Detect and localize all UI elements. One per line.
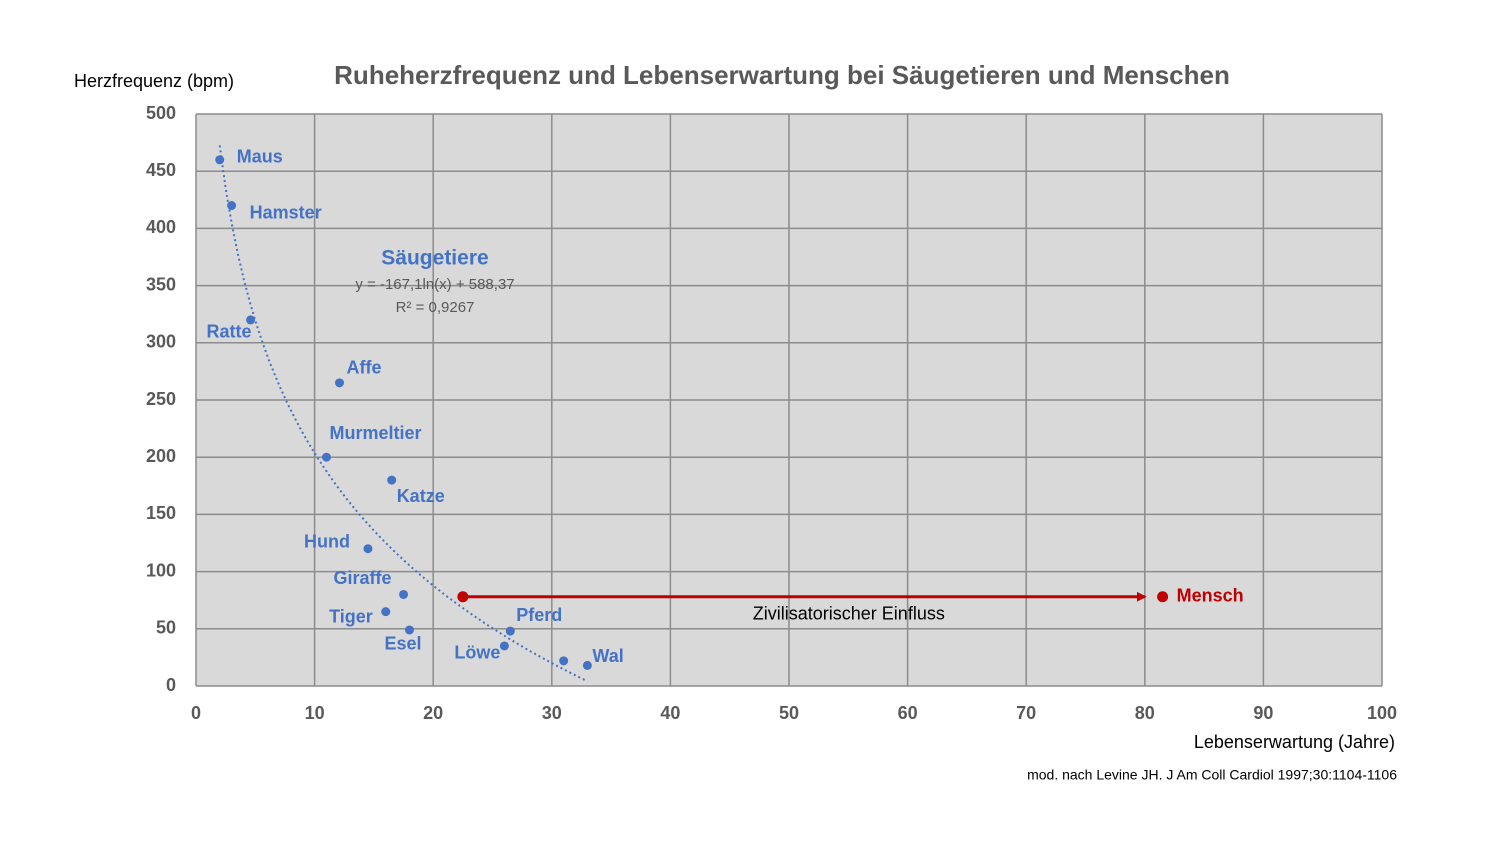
point-label: Hamster: [250, 202, 322, 222]
trend-r2: R² = 0,9267: [396, 299, 475, 316]
x-tick-label: 90: [1253, 703, 1273, 723]
x-tick-label: 70: [1016, 703, 1036, 723]
x-tick-label: 10: [305, 703, 325, 723]
point: [387, 475, 397, 485]
y-tick-label: 100: [146, 560, 176, 580]
y-tick-label: 450: [146, 160, 176, 180]
x-tick-label: 50: [779, 703, 799, 723]
x-tick-label: 0: [191, 703, 201, 723]
point: [499, 641, 509, 651]
trend-equation: y = -167,1ln(x) + 588,37: [355, 276, 514, 293]
point-label: Giraffe: [334, 568, 392, 588]
x-tick-label: 60: [898, 703, 918, 723]
point: [246, 315, 256, 325]
point-label: Murmeltier: [329, 423, 421, 443]
point: [363, 544, 373, 554]
point: [399, 589, 409, 599]
point: [335, 378, 345, 388]
x-tick-label: 80: [1135, 703, 1155, 723]
point: [381, 607, 391, 617]
series-label: Säugetiere: [381, 247, 488, 270]
y-tick-label: 150: [146, 503, 176, 523]
point-label: Pferd: [516, 605, 562, 625]
point: [582, 660, 592, 670]
point: [505, 626, 515, 636]
point-label: Löwe: [454, 643, 500, 663]
y-tick-label: 0: [166, 675, 176, 695]
y-tick-label: 400: [146, 217, 176, 237]
point-label: Esel: [384, 634, 421, 654]
point: [404, 625, 414, 635]
y-tick-label: 300: [146, 332, 176, 352]
y-tick-label: 500: [146, 103, 176, 123]
point-label: Hund: [304, 531, 350, 551]
point-label: Katze: [397, 486, 445, 506]
chart-title: Ruheherzfrequenz und Lebenserwartung bei…: [334, 60, 1230, 90]
y-tick-label: 200: [146, 446, 176, 466]
point-label: Ratte: [207, 322, 252, 342]
point-label: Mensch: [1177, 586, 1244, 606]
x-tick-label: 100: [1367, 703, 1397, 723]
point: [321, 452, 331, 462]
point: [227, 201, 237, 211]
x-tick-label: 30: [542, 703, 562, 723]
x-tick-label: 40: [660, 703, 680, 723]
point-label: Affe: [347, 358, 382, 378]
source: mod. nach Levine JH. J Am Coll Cardiol 1…: [1027, 767, 1397, 783]
y-tick-label: 50: [156, 618, 176, 638]
arrow-label: Zivilisatorischer Einfluss: [753, 604, 945, 624]
y-axis-label: Herzfrequenz (bpm): [74, 71, 234, 91]
point: [1157, 591, 1169, 603]
x-tick-label: 20: [423, 703, 443, 723]
point: [215, 155, 225, 165]
x-axis-label: Lebenserwartung (Jahre): [1194, 732, 1395, 752]
y-tick-label: 250: [146, 389, 176, 409]
y-tick-label: 350: [146, 274, 176, 294]
point-label: Wal: [592, 646, 623, 666]
point-label: Tiger: [329, 606, 373, 626]
point: [559, 656, 569, 666]
point-label: Maus: [237, 147, 283, 167]
trendline: [218, 145, 588, 683]
